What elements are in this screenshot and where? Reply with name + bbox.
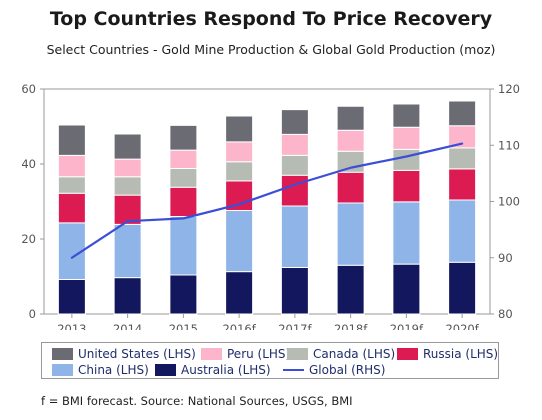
- bar-segment: [169, 149, 198, 169]
- bar-segment: [280, 109, 309, 135]
- bar-segment: [57, 192, 86, 224]
- bar-segment: [280, 205, 309, 268]
- x-tick-label: 2016f: [222, 322, 256, 330]
- legend-label: Peru (LHS): [227, 347, 291, 361]
- bar-segment: [225, 210, 254, 273]
- legend-label: Canada (LHS): [313, 347, 396, 361]
- bar-segment: [113, 133, 142, 160]
- bar-segment: [280, 133, 309, 156]
- bar-segment: [169, 124, 198, 151]
- x-tick-label: 2020f: [445, 322, 479, 330]
- legend-swatch: [201, 348, 222, 360]
- y-right-tick-label: 120: [498, 82, 520, 96]
- bar-segment: [448, 261, 477, 315]
- bar-segment: [392, 169, 421, 203]
- legend-item-global: Global (RHS): [283, 363, 385, 377]
- y-right-tick-label: 110: [498, 138, 520, 152]
- bar-segment: [392, 148, 421, 171]
- legend-swatch: [52, 364, 73, 376]
- bar-segment: [448, 199, 477, 263]
- bar-segment: [448, 147, 477, 170]
- legend-label: China (LHS): [78, 363, 149, 377]
- legend-item-peru: Peru (LHS): [201, 347, 290, 361]
- bar-segment: [169, 186, 198, 217]
- bar-segment: [113, 158, 142, 178]
- bar-segment: [392, 263, 421, 315]
- bar-segment: [336, 129, 365, 152]
- stacked-bar-line-chart: 0 20 40 60 80 90 100 110 120 2013 2014 2015 2016f 201…: [21, 82, 520, 330]
- bar-segment: [392, 201, 421, 265]
- plot-frame: [43, 88, 491, 315]
- bar-segment: [169, 168, 198, 188]
- y-right-tick-label: 90: [498, 251, 513, 265]
- bar-segment: [169, 274, 198, 315]
- legend-swatch: [397, 348, 418, 360]
- bar-segment: [225, 115, 254, 143]
- y-left-tick-label: 60: [21, 82, 36, 96]
- bar-segment: [336, 150, 365, 173]
- legend-item-australia: Australia (LHS): [155, 363, 271, 377]
- legend-swatch: [155, 364, 176, 376]
- y-right-tick-label: 100: [498, 195, 520, 209]
- legend-item-russia: Russia (LHS): [397, 347, 498, 361]
- chart-title: Top Countries Respond To Price Recovery: [49, 8, 493, 30]
- bar-segment: [225, 271, 254, 315]
- bar-segment: [57, 279, 86, 315]
- bar-segment: [113, 277, 142, 315]
- bar-segment: [448, 100, 477, 127]
- legend-item-china: China (LHS): [52, 363, 149, 377]
- bar-segment: [57, 124, 86, 156]
- y-right-tick-label: 80: [498, 307, 513, 321]
- bar-segment: [169, 216, 198, 276]
- bar-segment: [57, 154, 86, 178]
- legend-swatch: [52, 348, 73, 360]
- legend-item-canada: Canada (LHS): [287, 347, 395, 361]
- x-tick-label: 2015: [169, 322, 198, 330]
- chart-footnote: f = BMI forecast. Source: National Sourc…: [41, 394, 353, 408]
- bar-segment: [280, 154, 309, 176]
- chart-legend: United States (LHS) Peru (LHS) Canada (L…: [41, 342, 499, 379]
- y-left-tick-label: 0: [29, 307, 36, 321]
- legend-label: Australia (LHS): [181, 363, 271, 377]
- legend-item-united-states: United States (LHS): [52, 347, 196, 361]
- bar-segment: [392, 126, 421, 150]
- global-line: [70, 142, 464, 259]
- chart-subtitle: Select Countries - Gold Mine Production …: [46, 42, 496, 57]
- legend-label: United States (LHS): [78, 347, 196, 361]
- x-tick-label: 2013: [57, 322, 86, 330]
- x-tick-label: 2014: [113, 322, 142, 330]
- bar-segment: [336, 264, 365, 315]
- bar-segment: [336, 105, 365, 131]
- legend-label: Global (RHS): [309, 363, 386, 377]
- bar-segment: [336, 202, 365, 266]
- bar-segment: [336, 171, 365, 204]
- bar-segment: [225, 141, 254, 163]
- bar-segment: [448, 168, 477, 201]
- legend-line-swatch: [283, 369, 304, 371]
- bar-segment: [392, 103, 421, 128]
- bar-segment: [280, 267, 309, 315]
- y-left-tick-label: 20: [21, 232, 36, 246]
- x-tick-label: 2018f: [334, 322, 368, 330]
- bar-segment: [57, 176, 86, 194]
- legend-swatch: [287, 348, 308, 360]
- legend-label: Russia (LHS): [423, 347, 499, 361]
- y-left-tick-label: 40: [21, 157, 36, 171]
- bar-segment: [225, 161, 254, 182]
- bar-segment: [280, 174, 309, 207]
- x-tick-label: 2017f: [278, 322, 312, 330]
- x-tick-label: 2019f: [390, 322, 424, 330]
- bar-segment: [113, 223, 142, 279]
- bar-segment: [113, 176, 142, 196]
